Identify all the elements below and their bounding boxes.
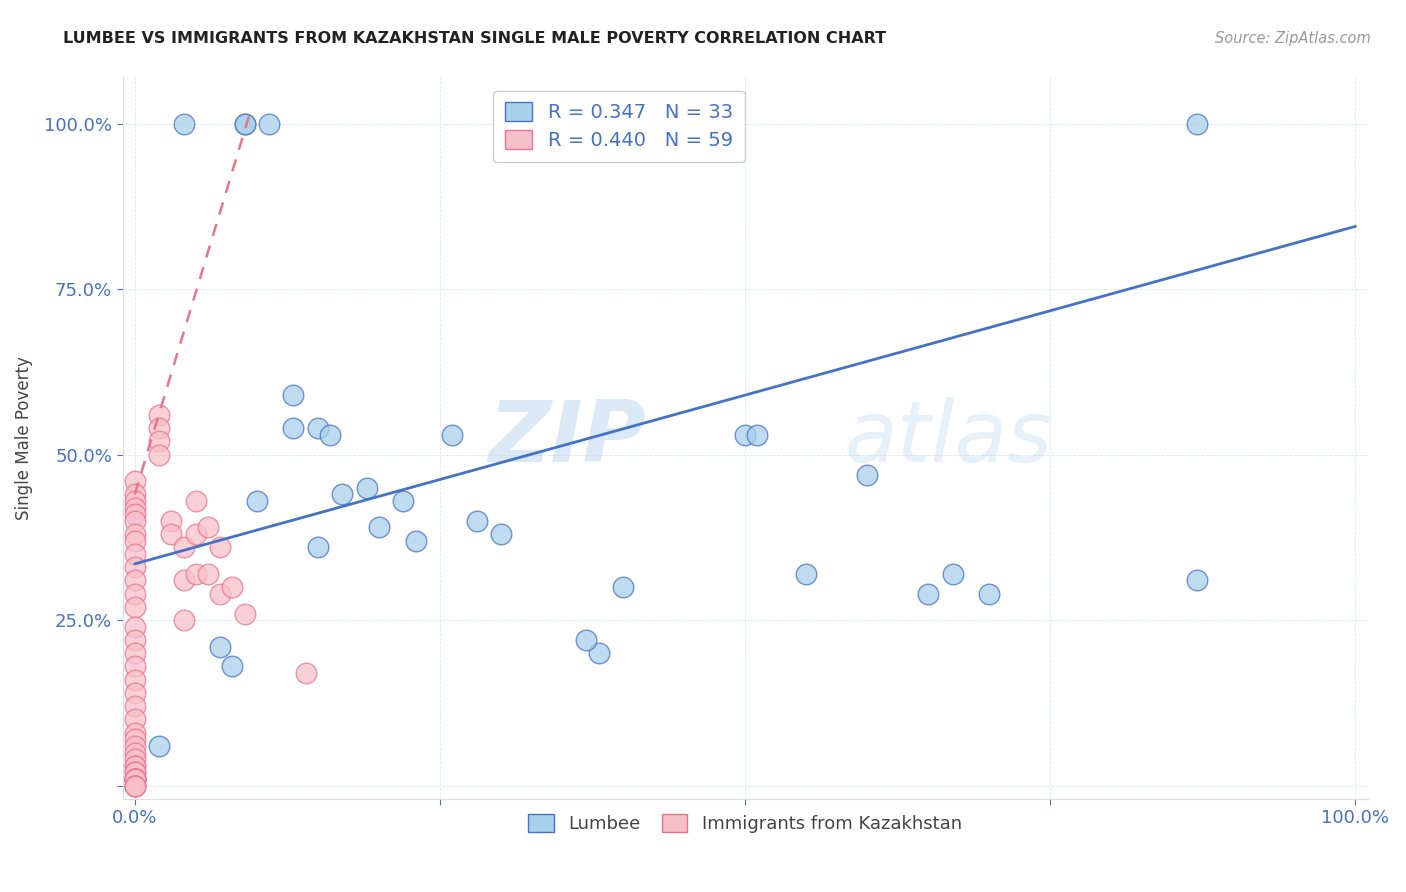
Text: ZIP: ZIP — [488, 397, 645, 480]
Point — [124, 533, 146, 548]
Point — [124, 620, 146, 634]
Point — [124, 587, 146, 601]
Point — [124, 765, 146, 780]
Point — [124, 574, 146, 588]
Point — [124, 673, 146, 687]
Point — [588, 646, 610, 660]
Point — [283, 388, 305, 402]
Point — [124, 599, 146, 614]
Point — [734, 427, 756, 442]
Point — [356, 481, 378, 495]
Point — [124, 772, 146, 786]
Point — [392, 494, 415, 508]
Text: atlas: atlas — [845, 397, 1053, 480]
Point — [124, 772, 146, 786]
Point — [124, 772, 146, 786]
Point — [283, 421, 305, 435]
Point — [747, 427, 769, 442]
Point — [246, 494, 269, 508]
Point — [307, 421, 329, 435]
Point — [184, 566, 207, 581]
Point — [1185, 574, 1208, 588]
Point — [148, 448, 170, 462]
Point — [124, 474, 146, 488]
Point — [124, 514, 146, 528]
Point — [124, 746, 146, 760]
Point — [148, 408, 170, 422]
Point — [124, 765, 146, 780]
Point — [124, 646, 146, 660]
Point — [124, 508, 146, 522]
Point — [307, 541, 329, 555]
Point — [184, 527, 207, 541]
Point — [124, 560, 146, 574]
Point — [441, 427, 464, 442]
Point — [148, 421, 170, 435]
Point — [173, 117, 195, 131]
Point — [330, 487, 353, 501]
Point — [233, 607, 256, 621]
Point — [124, 752, 146, 766]
Point — [124, 500, 146, 515]
Text: Source: ZipAtlas.com: Source: ZipAtlas.com — [1215, 31, 1371, 46]
Point — [575, 632, 598, 647]
Point — [221, 659, 243, 673]
Point — [197, 520, 219, 534]
Legend: Lumbee, Immigrants from Kazakhstan: Lumbee, Immigrants from Kazakhstan — [517, 804, 973, 844]
Point — [124, 779, 146, 793]
Point — [124, 494, 146, 508]
Point — [148, 739, 170, 753]
Point — [124, 772, 146, 786]
Point — [294, 666, 316, 681]
Point — [233, 117, 256, 131]
Point — [612, 580, 634, 594]
Text: LUMBEE VS IMMIGRANTS FROM KAZAKHSTAN SINGLE MALE POVERTY CORRELATION CHART: LUMBEE VS IMMIGRANTS FROM KAZAKHSTAN SIN… — [63, 31, 886, 46]
Point — [124, 686, 146, 700]
Point — [160, 527, 183, 541]
Point — [209, 640, 232, 654]
Point — [221, 580, 243, 594]
Point — [209, 587, 232, 601]
Point — [124, 659, 146, 673]
Point — [124, 527, 146, 541]
Point — [124, 772, 146, 786]
Y-axis label: Single Male Poverty: Single Male Poverty — [15, 356, 32, 520]
Point — [124, 547, 146, 561]
Point — [856, 467, 879, 482]
Point — [209, 541, 232, 555]
Point — [124, 632, 146, 647]
Point — [124, 758, 146, 772]
Point — [367, 520, 389, 534]
Point — [124, 725, 146, 739]
Point — [942, 566, 965, 581]
Point — [148, 434, 170, 449]
Point — [124, 699, 146, 714]
Point — [233, 117, 256, 131]
Point — [917, 587, 939, 601]
Point — [124, 758, 146, 772]
Point — [124, 779, 146, 793]
Point — [405, 533, 427, 548]
Point — [160, 514, 183, 528]
Point — [1185, 117, 1208, 131]
Point — [173, 574, 195, 588]
Point — [319, 427, 342, 442]
Point — [124, 772, 146, 786]
Point — [124, 779, 146, 793]
Point — [257, 117, 280, 131]
Point — [794, 566, 817, 581]
Point — [173, 541, 195, 555]
Point — [184, 494, 207, 508]
Point — [124, 779, 146, 793]
Point — [124, 739, 146, 753]
Point — [197, 566, 219, 581]
Point — [489, 527, 512, 541]
Point — [124, 487, 146, 501]
Point — [979, 587, 1001, 601]
Point — [124, 713, 146, 727]
Point — [465, 514, 488, 528]
Point — [124, 732, 146, 747]
Point — [173, 613, 195, 627]
